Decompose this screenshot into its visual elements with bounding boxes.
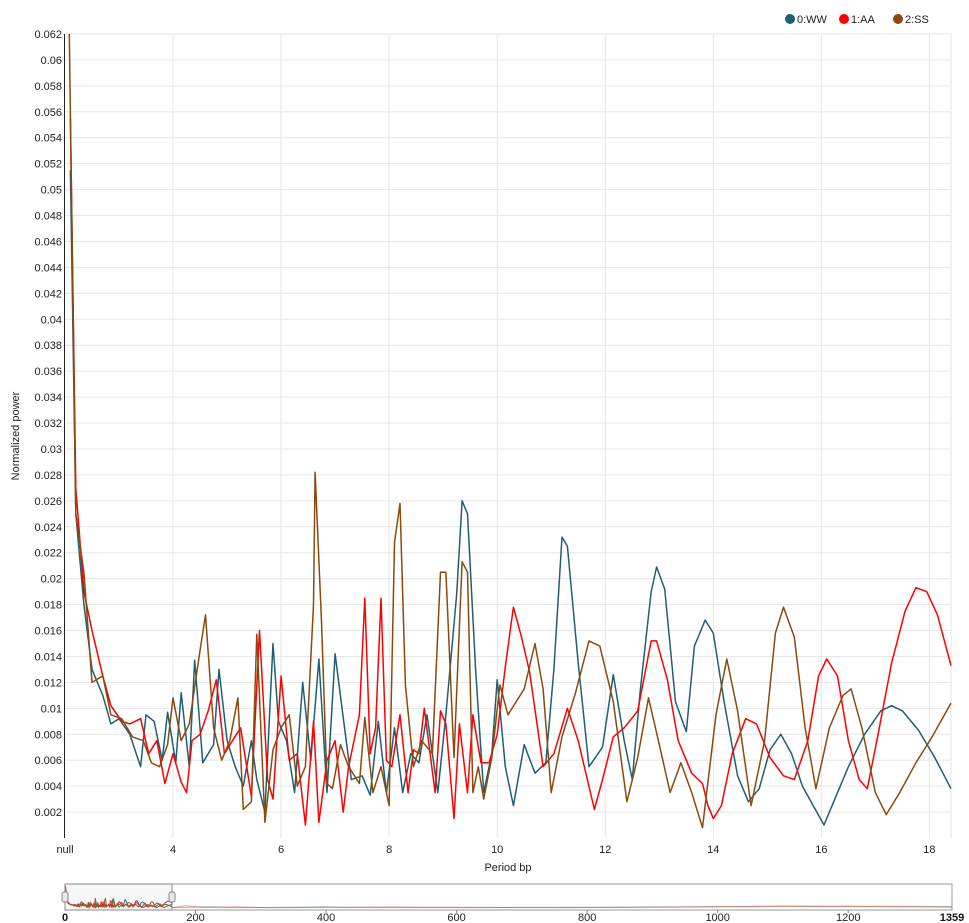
- y-tick-label: 0.002: [34, 807, 62, 819]
- y-axis-title: Normalized power: [10, 391, 22, 480]
- y-tick-label: 0.062: [34, 29, 62, 41]
- x-axis: null 4 6 8 10 12 14 16 18: [56, 844, 935, 856]
- legend-swatch: [839, 14, 849, 24]
- legend-item[interactable]: 2:SS: [893, 14, 929, 26]
- brush-selected-line: [65, 885, 173, 910]
- brush-tick-label: 1000: [705, 912, 729, 923]
- y-tick-label: 0.022: [34, 548, 62, 560]
- y-tick-label: 0.02: [41, 574, 62, 586]
- x-axis-title: Period bp: [484, 862, 531, 874]
- y-tick-label: 0.04: [41, 314, 62, 326]
- brush-navigator[interactable]: 200 400 600 800 1000 1200 0 1359: [61, 883, 964, 923]
- brush-tick-label: 600: [447, 912, 465, 923]
- y-tick-label: 0.012: [34, 677, 62, 689]
- y-tick-label: 0.01: [41, 703, 62, 715]
- legend-item[interactable]: 1:AA: [839, 14, 876, 26]
- grid: [65, 33, 952, 838]
- brush-frame: [64, 883, 953, 911]
- y-tick-label: 0.024: [34, 522, 62, 534]
- y-tick-label: 0.05: [41, 185, 62, 197]
- y-tick-label: 0.06: [41, 55, 62, 67]
- series-line-2ss: [68, 33, 952, 829]
- y-tick-label: 0.018: [34, 600, 62, 612]
- y-tick-label: 0.042: [34, 288, 62, 300]
- brush-handle-right[interactable]: [168, 891, 176, 903]
- brush-preview-line: [171, 905, 953, 909]
- y-tick-label: 0.058: [34, 81, 62, 93]
- x-tick-label: 14: [707, 844, 719, 856]
- y-tick-label: 0.03: [41, 444, 62, 456]
- y-tick-label: 0.046: [34, 236, 62, 248]
- x-tick-label: 18: [923, 844, 935, 856]
- legend-label: 0:WW: [797, 14, 828, 26]
- brush-tick-label: 200: [186, 912, 204, 923]
- x-tick-label: 4: [170, 844, 176, 856]
- brush-tick-label: 400: [317, 912, 335, 923]
- y-tick-label: 0.004: [34, 781, 62, 793]
- y-tick-label: 0.008: [34, 729, 62, 741]
- y-tick-label: 0.026: [34, 496, 62, 508]
- series-line-0ww: [69, 170, 952, 826]
- y-tick-label: 0.034: [34, 392, 62, 404]
- y-tick-label: 0.036: [34, 366, 62, 378]
- y-tick-label: 0.032: [34, 418, 62, 430]
- y-tick-label: 0.056: [34, 107, 62, 119]
- legend-label: 2:SS: [905, 14, 929, 26]
- brush-handle-left[interactable]: [61, 891, 69, 903]
- brush-end-label: 1359: [940, 912, 964, 923]
- y-tick-label: 0.014: [34, 651, 62, 663]
- legend[interactable]: 0:WW 1:AA 2:SS: [785, 14, 929, 26]
- x-tick-label: null: [56, 844, 73, 856]
- x-tick-label: 8: [386, 844, 392, 856]
- legend-item[interactable]: 0:WW: [785, 14, 828, 26]
- x-tick-label: 6: [278, 844, 284, 856]
- brush-selection[interactable]: [64, 883, 173, 911]
- legend-label: 1:AA: [851, 14, 876, 26]
- x-tick-label: 16: [815, 844, 827, 856]
- x-tick-label: 12: [599, 844, 611, 856]
- y-tick-label: 0.038: [34, 340, 62, 352]
- series-line-1aa: [69, 118, 952, 826]
- y-axis: 0.002 0.004 0.006 0.008 0.01 0.012 0.014 0.016 0…: [34, 29, 65, 838]
- brush-tick-label: 1200: [836, 912, 860, 923]
- brush-preview-line: [171, 905, 953, 909]
- y-tick-label: 0.048: [34, 211, 62, 223]
- brush-preview-line: [171, 904, 953, 909]
- plot-lines: [68, 33, 952, 829]
- y-tick-label: 0.006: [34, 755, 62, 767]
- y-tick-label: 0.028: [34, 470, 62, 482]
- brush-tick-label: 800: [578, 912, 596, 923]
- y-tick-label: 0.016: [34, 626, 62, 638]
- legend-swatch: [893, 14, 903, 24]
- y-tick-label: 0.052: [34, 159, 62, 171]
- x-tick-label: 10: [491, 844, 503, 856]
- legend-swatch: [785, 14, 795, 24]
- y-tick-label: 0.054: [34, 133, 62, 145]
- brush-start-label: 0: [62, 912, 68, 923]
- y-tick-label: 0.044: [34, 262, 62, 274]
